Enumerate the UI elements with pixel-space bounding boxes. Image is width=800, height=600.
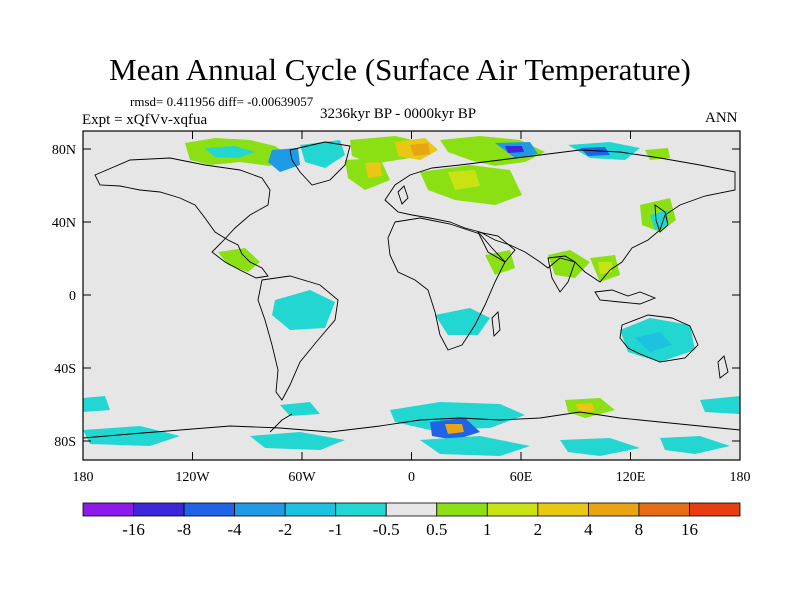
lat-label: 80N: [52, 143, 76, 158]
lon-ticks: [192, 131, 631, 460]
lon-label: 180: [73, 470, 94, 485]
lat-label: 40S: [54, 362, 76, 377]
colorbar-swatch: [234, 502, 286, 517]
anomaly-patch: [598, 262, 612, 274]
lat-labels: 80N 40N 0 40S 80S: [52, 143, 76, 450]
anomaly-patch: [268, 148, 300, 172]
lat-ticks: [83, 148, 740, 442]
lat-label: 80S: [54, 435, 76, 450]
antarctic-peninsula-coast: [269, 413, 293, 433]
lon-labels: 180 120W 60W 0 60E 120E 180: [73, 470, 751, 485]
colorbar-label: -8: [177, 520, 191, 539]
madagascar-coast: [491, 311, 501, 337]
india-coast: [547, 255, 576, 293]
greenland-coast: [289, 141, 351, 186]
colorbar-label: -4: [228, 520, 243, 539]
colorbar-label: -2: [278, 520, 292, 539]
new-zealand-coast: [717, 355, 729, 379]
indonesia-coast: [594, 289, 657, 305]
japan-coast: [654, 204, 669, 233]
anomaly-patch: [410, 143, 430, 156]
experiment-label: Expt = xQfVv-xqfua: [82, 112, 208, 128]
anomaly-patch: [660, 436, 730, 454]
australia-coast: [619, 314, 699, 363]
colorbar-swatch: [486, 502, 539, 517]
colorbar-label: -1: [329, 520, 343, 539]
colorbar-label: -16: [122, 520, 145, 539]
anomaly-patch: [700, 396, 740, 414]
colorbar-swatch: [183, 502, 236, 517]
colorbar-label: 16: [681, 520, 698, 539]
anomaly-patch: [580, 147, 610, 156]
colorbar-swatch: [385, 502, 438, 517]
anomaly-patch: [650, 210, 668, 230]
anomaly-patch: [83, 396, 110, 412]
colorbar-label: 2: [534, 520, 543, 539]
arabia-coast: [477, 231, 516, 263]
lon-label: 0: [408, 470, 415, 485]
colorbar-swatch: [537, 502, 589, 517]
lon-label: 120E: [616, 470, 646, 485]
africa-coast: [387, 217, 506, 351]
season-label: ANN: [705, 110, 738, 126]
colorbar-swatch: [335, 502, 387, 517]
anomaly-fields: [83, 136, 740, 456]
anomaly-patch: [365, 162, 382, 178]
anomaly-patch: [420, 436, 530, 456]
colorbar-swatch: [436, 502, 488, 517]
time-period-label: 3236kyr BP - 0000kyr BP: [320, 106, 477, 122]
anomaly-patch: [83, 426, 180, 446]
anomaly-patch: [485, 250, 515, 275]
anomaly-patch: [250, 432, 345, 450]
colorbar: -16 -8 -4 -2 -1 -0.5 0.5 1 2 4 8 16: [82, 502, 741, 539]
colorbar-swatch: [82, 502, 134, 517]
lat-label: 40N: [52, 216, 76, 231]
anomaly-patch: [205, 146, 255, 158]
anomaly-patch: [448, 170, 480, 190]
anomaly-patch: [272, 290, 335, 330]
lon-label: 60E: [510, 470, 533, 485]
rmsd-diff-stats: rmsd= 0.411956 diff= -0.00639057: [130, 94, 314, 109]
colorbar-label: 0.5: [426, 520, 447, 539]
colorbar-swatch: [133, 502, 185, 517]
lat-label: 0: [69, 289, 76, 304]
anomaly-patch: [280, 402, 320, 416]
colorbar-label: 1: [483, 520, 492, 539]
south-america-coast: [257, 275, 339, 401]
colorbar-swatch: [638, 502, 690, 517]
anomaly-patch: [635, 332, 672, 352]
anomaly-patch: [300, 140, 345, 168]
anomaly-patch: [218, 248, 260, 272]
colorbar-swatch: [587, 502, 640, 517]
anomaly-patch: [560, 438, 640, 456]
colorbar-swatch: [689, 502, 741, 517]
lon-label: 180: [730, 470, 751, 485]
coastlines: [83, 141, 740, 439]
colorbar-label: -0.5: [373, 520, 400, 539]
chart-title: Mean Annual Cycle (Surface Air Temperatu…: [109, 52, 691, 87]
anomaly-patch: [505, 146, 524, 153]
anomaly-patch: [435, 308, 490, 335]
lon-label: 120W: [175, 470, 210, 485]
colorbar-swatch: [284, 502, 337, 517]
uk-coast: [397, 185, 409, 205]
north-america-coast: [94, 157, 271, 279]
antarctica-coast: [83, 411, 740, 439]
colorbar-label: 8: [635, 520, 644, 539]
lon-label: 60W: [288, 470, 316, 485]
anomaly-patch: [445, 424, 464, 434]
colorbar-label: 4: [584, 520, 593, 539]
anomaly-patch: [390, 402, 525, 430]
anomaly-patch: [575, 403, 595, 413]
